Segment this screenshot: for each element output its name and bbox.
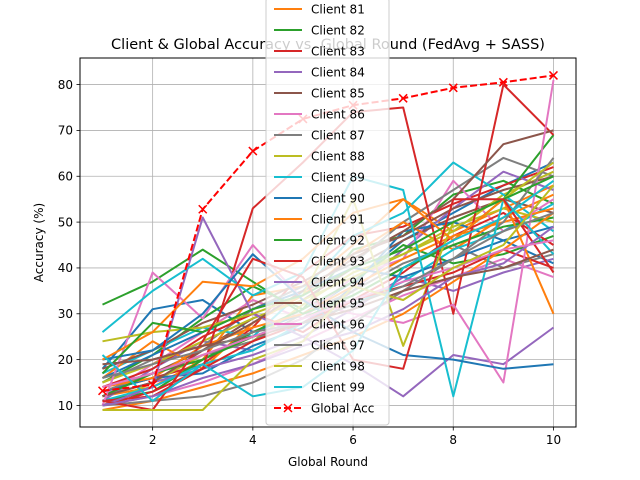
legend-label: Client 88 <box>311 149 365 163</box>
x-tick-label: 4 <box>249 433 257 447</box>
x-tick-label: 6 <box>349 433 357 447</box>
legend-entry: Client 94 <box>274 275 365 289</box>
global-acc-point <box>248 146 258 156</box>
x-axis-label: Global Round <box>288 455 368 469</box>
x-tick-label: 8 <box>449 433 457 447</box>
global-acc-point <box>448 83 458 93</box>
global-acc-point <box>198 204 208 214</box>
legend-entry: Client 92 <box>274 233 365 247</box>
legend-label: Client 82 <box>311 23 365 37</box>
legend-label: Client 97 <box>311 338 365 352</box>
legend-entry: Client 88 <box>274 149 365 163</box>
legend-entry: Client 81 <box>274 2 365 16</box>
x-tick-label: 2 <box>149 433 157 447</box>
legend-entry: Client 87 <box>274 128 365 142</box>
legend-box <box>265 0 390 426</box>
legend-entry: Global Acc <box>274 401 374 415</box>
legend-entry: Client 89 <box>274 170 365 184</box>
global-acc-point <box>148 380 158 390</box>
legend-label: Client 85 <box>311 86 365 100</box>
legend-entry: Client 96 <box>274 317 365 331</box>
legend-entry: Client 83 <box>274 44 365 58</box>
y-tick-label: 40 <box>58 261 73 275</box>
axis-ticks: 2 4 6 8 10 10 20 30 40 50 60 70 80 <box>58 78 561 447</box>
legend-entry: Client 82 <box>274 23 365 37</box>
legend-entry: Client 99 <box>274 380 365 394</box>
legend-label: Client 87 <box>311 128 365 142</box>
legend-label: Client 84 <box>311 65 365 79</box>
legend-label: Client 93 <box>311 254 365 268</box>
global-acc-point <box>498 77 508 87</box>
legend-entry: Client 93 <box>274 254 365 268</box>
y-tick-label: 20 <box>58 353 73 367</box>
y-tick-label: 30 <box>58 307 73 321</box>
y-tick-label: 70 <box>58 124 73 138</box>
legend-label: Client 96 <box>311 317 365 331</box>
legend-label: Client 94 <box>311 275 365 289</box>
legend-label: Client 83 <box>311 44 365 58</box>
legend-label: Client 86 <box>311 107 365 121</box>
legend-label: Client 95 <box>311 296 365 310</box>
legend: Client 81 Client 82 Client 83 Client 84 Clie… <box>265 0 390 426</box>
legend-label: Client 98 <box>311 359 365 373</box>
legend-label: Client 91 <box>311 212 365 226</box>
legend-entry: Client 86 <box>274 107 365 121</box>
global-acc-point <box>98 386 108 396</box>
legend-label: Client 81 <box>311 2 365 16</box>
y-tick-label: 80 <box>58 78 73 92</box>
legend-label: Client 99 <box>311 380 365 394</box>
legend-label: Client 89 <box>311 170 365 184</box>
legend-label: Global Acc <box>311 401 374 415</box>
legend-label: Client 92 <box>311 233 365 247</box>
y-axis-label: Accuracy (%) <box>32 203 46 282</box>
legend-label: Client 90 <box>311 191 365 205</box>
y-tick-label: 10 <box>58 399 73 413</box>
legend-entry: Client 97 <box>274 338 365 352</box>
legend-entry: Client 90 <box>274 191 365 205</box>
y-tick-label: 50 <box>58 215 73 229</box>
legend-entry: Client 85 <box>274 86 365 100</box>
legend-entry: Client 91 <box>274 212 365 226</box>
y-tick-label: 60 <box>58 170 73 184</box>
legend-entry: Client 95 <box>274 296 365 310</box>
x-tick-label: 10 <box>546 433 561 447</box>
legend-entry: Client 98 <box>274 359 365 373</box>
global-acc-point <box>398 93 408 103</box>
legend-entry: Client 84 <box>274 65 365 79</box>
legend-marker <box>283 403 293 413</box>
global-acc-point <box>548 70 558 80</box>
